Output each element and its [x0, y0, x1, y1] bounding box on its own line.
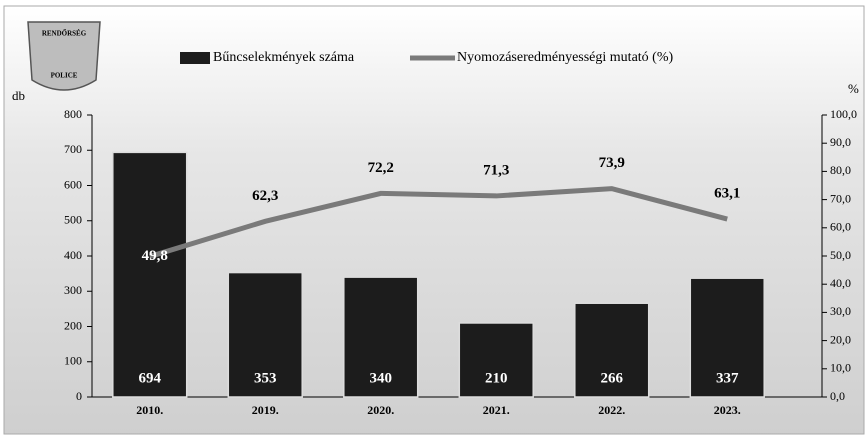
bar-value-label: 337: [716, 370, 739, 386]
y2-tick-label: 10,0: [830, 361, 851, 375]
y-tick-label: 400: [64, 248, 82, 262]
bar-value-label: 266: [601, 370, 624, 386]
bar: [112, 151, 188, 398]
y2-tick-label: 50,0: [830, 248, 851, 262]
y-tick-label: 600: [64, 177, 82, 191]
y2-tick-label: 30,0: [830, 304, 851, 318]
line-value-label: 62,3: [252, 188, 278, 204]
legend-label: Nyomozáseredményességi mutató (%): [457, 50, 673, 65]
legend-swatch: [180, 52, 210, 64]
x-tick-label: 2010.: [136, 403, 163, 417]
y2-tick-label: 70,0: [830, 191, 851, 205]
line-value-label: 49,8: [142, 248, 168, 264]
legend-label: Bűncselekmények száma: [213, 50, 355, 65]
bar: [689, 277, 765, 398]
bar: [458, 322, 534, 398]
y2-tick-label: 80,0: [830, 163, 851, 177]
x-tick-label: 2023.: [714, 403, 741, 417]
line-value-label: 63,1: [714, 185, 740, 201]
y-tick-label: 800: [64, 107, 82, 121]
bar-value-label: 210: [485, 370, 508, 386]
y-tick-label: 500: [64, 213, 82, 227]
y-tick-label: 700: [64, 142, 82, 156]
y2-tick-label: 20,0: [830, 332, 851, 346]
bar-value-label: 694: [139, 370, 162, 386]
logo-text: RENDŐRSÉG: [42, 30, 87, 38]
line-value-label: 73,9: [599, 155, 625, 171]
y-tick-label: 200: [64, 318, 82, 332]
y2-tick-label: 60,0: [830, 220, 851, 234]
x-tick-label: 2022.: [598, 403, 625, 417]
y2-tick-label: 90,0: [830, 135, 851, 149]
line-value-label: 71,3: [483, 162, 509, 178]
y2-tick-label: 0,0: [830, 389, 845, 403]
logo: RENDŐRSÉG POLICE: [27, 21, 101, 91]
y2-axis-label: %: [848, 81, 859, 96]
bar: [574, 302, 650, 398]
logo-shield: [27, 21, 101, 91]
line: [149, 186, 728, 259]
x-tick-label: 2019.: [252, 403, 279, 417]
y-tick-label: 0: [76, 389, 82, 403]
bar: [343, 276, 419, 398]
y2-tick-label: 100,0: [830, 107, 857, 121]
y-axis-label: db: [12, 88, 25, 103]
x-tick-label: 2021.: [483, 403, 510, 417]
bar: [227, 271, 303, 398]
logo-text: POLICE: [51, 72, 78, 80]
line-value-label: 72,2: [368, 160, 394, 176]
bar-value-label: 340: [370, 370, 393, 386]
bar-value-label: 353: [254, 370, 277, 386]
y2-tick-label: 40,0: [830, 276, 851, 290]
y-tick-label: 100: [64, 354, 82, 368]
y-tick-label: 300: [64, 283, 82, 297]
x-tick-label: 2020.: [367, 403, 394, 417]
